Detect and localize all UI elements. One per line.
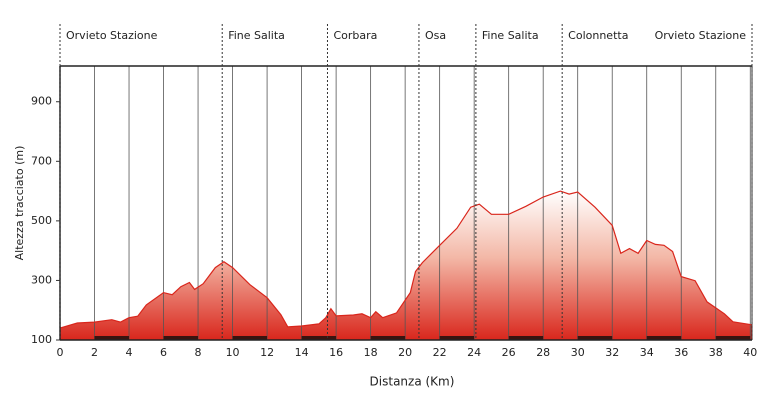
location-label: Orvieto Stazione [66,29,158,42]
x-tick-label: 6 [160,346,167,359]
km-band [94,336,130,340]
x-tick-label: 14 [295,346,309,359]
x-axis-label: Distanza (Km) [370,375,455,389]
km-band [508,336,544,340]
x-tick-label: 20 [398,346,412,359]
x-tick-label: 8 [195,346,202,359]
y-tick-label: 900 [31,95,52,108]
y-tick-label: 300 [31,273,52,286]
location-label: Corbara [333,29,377,42]
x-tick-label: 40 [743,346,757,359]
x-tick-label: 12 [260,346,274,359]
elevation-line [59,190,753,329]
x-tick-label: 34 [640,346,654,359]
location-label: Osa [425,29,446,42]
km-band [163,336,199,340]
x-tick-label: 18 [364,346,378,359]
x-tick-label: 30 [571,346,585,359]
x-tick-label: 26 [502,346,516,359]
km-band [646,336,682,340]
location-label: Fine Salita [228,29,285,42]
x-tick-label: 28 [536,346,550,359]
x-tick-label: 16 [329,346,343,359]
x-tick-label: 24 [467,346,481,359]
km-band [301,336,337,340]
y-tick-label: 100 [31,333,52,346]
x-tick-label: 2 [91,346,98,359]
y-axis-label: Altezza tracciato (m) [13,146,26,261]
x-tick-label: 38 [709,346,723,359]
x-tick-label: 36 [674,346,688,359]
y-tick-label: 700 [31,154,52,167]
km-band [370,336,406,340]
x-tick-label: 10 [226,346,240,359]
location-label: Colonnetta [568,29,628,42]
km-band [439,336,475,340]
km-band [232,336,268,340]
km-band [577,336,613,340]
x-tick-label: 4 [126,346,133,359]
location-label: Fine Salita [482,29,539,42]
x-tick-label: 22 [433,346,447,359]
location-label: Orvieto Stazione [655,29,747,42]
x-tick-label: 0 [57,346,64,359]
x-tick-label: 32 [605,346,619,359]
km-band [715,336,751,340]
elevation-area [60,191,752,340]
y-tick-label: 500 [31,214,52,227]
